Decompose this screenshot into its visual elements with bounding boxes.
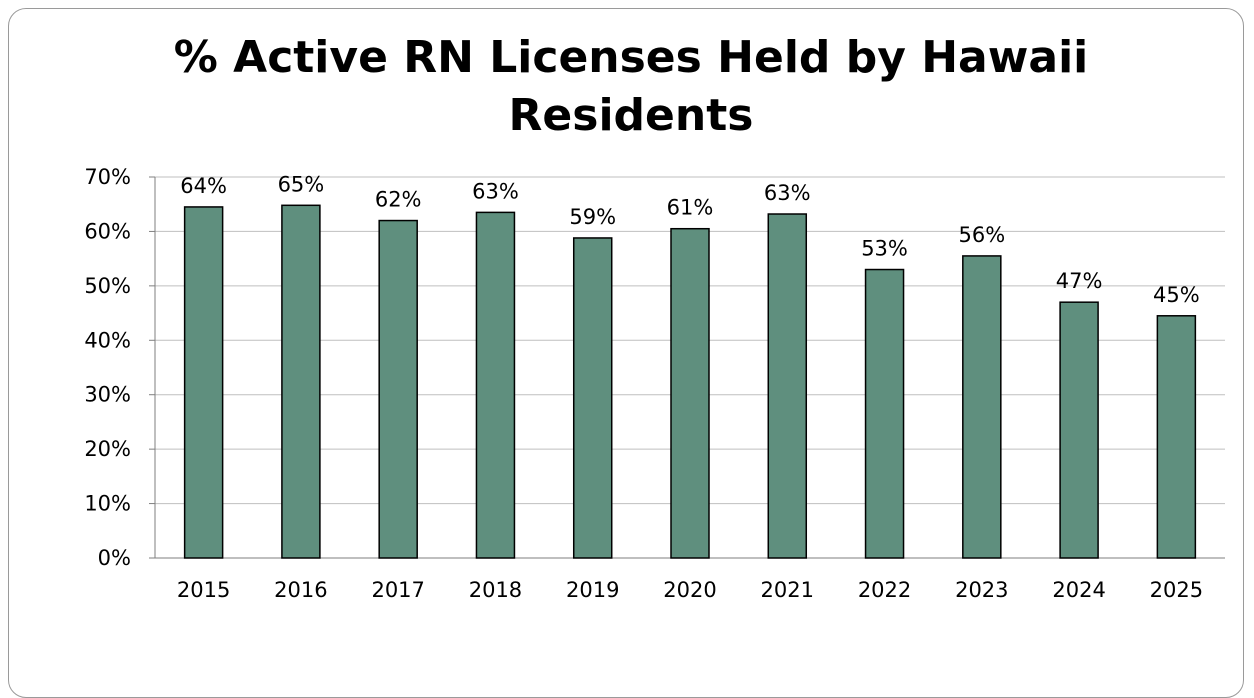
- data-label-2024: 47%: [1056, 269, 1103, 293]
- data-label-2023: 56%: [958, 223, 1005, 247]
- y-tick-label: 40%: [84, 328, 131, 352]
- x-tick-label-2021: 2021: [761, 578, 814, 602]
- data-label-2025: 45%: [1153, 283, 1200, 307]
- x-tick-label-2017: 2017: [371, 578, 424, 602]
- bar-2016: [281, 204, 321, 559]
- y-tick-label: 20%: [84, 437, 131, 461]
- bar-2020: [670, 227, 710, 559]
- bar-chart: % Active RN Licenses Held by Hawaii Resi…: [84, 32, 1225, 602]
- bar-2024: [1059, 301, 1099, 559]
- x-tick-label-2018: 2018: [469, 578, 522, 602]
- data-label-2016: 65%: [278, 172, 325, 196]
- chart-title-line-1: % Active RN Licenses Held by Hawaii: [174, 32, 1089, 83]
- bars: [183, 204, 1197, 559]
- y-tick-label: 70%: [84, 165, 131, 189]
- bar-2021: [767, 213, 808, 559]
- data-label-2020: 61%: [667, 196, 714, 220]
- data-labels: 64% 65% 62% 63% 59% 61% 63% 53% 56% 47% 45%: [180, 172, 1199, 306]
- chart-title-line-2: Residents: [509, 90, 754, 141]
- bar-2017: [378, 219, 418, 559]
- chart-title: % Active RN Licenses Held by Hawaii Resi…: [174, 32, 1089, 141]
- data-label-2017: 62%: [375, 188, 422, 212]
- x-tick-label-2022: 2022: [858, 578, 911, 602]
- x-tick-label-2020: 2020: [663, 578, 716, 602]
- bar-2022: [864, 268, 905, 559]
- x-tick-label-2023: 2023: [955, 578, 1008, 602]
- x-tick-labels: 2015 2016 2017 2018 2019 2020 2021 2022 2023 2024…: [177, 578, 1203, 602]
- y-tick-label: 30%: [84, 383, 131, 407]
- y-tick-labels: 0% 10% 20% 30% 40% 50% 60% 70%: [84, 165, 131, 570]
- data-label-2019: 59%: [569, 205, 616, 229]
- bar-2023: [962, 255, 1002, 559]
- data-label-2021: 63%: [764, 181, 811, 205]
- y-tick-label: 50%: [84, 274, 131, 298]
- data-label-2018: 63%: [472, 179, 519, 203]
- x-tick-label-2024: 2024: [1052, 578, 1105, 602]
- y-tick-label: 10%: [84, 492, 131, 516]
- bar-2019: [572, 237, 613, 559]
- bar-2025: [1156, 315, 1197, 559]
- y-tick-label: 0%: [98, 546, 131, 570]
- x-tick-label-2019: 2019: [566, 578, 619, 602]
- x-tick-label-2015: 2015: [177, 578, 230, 602]
- data-label-2022: 53%: [861, 237, 908, 261]
- bar-2015: [183, 206, 224, 559]
- bar-2018: [475, 211, 516, 559]
- x-tick-label-2025: 2025: [1150, 578, 1203, 602]
- y-tick-label: 60%: [84, 219, 131, 243]
- x-tick-label-2016: 2016: [274, 578, 327, 602]
- data-label-2015: 64%: [180, 174, 227, 198]
